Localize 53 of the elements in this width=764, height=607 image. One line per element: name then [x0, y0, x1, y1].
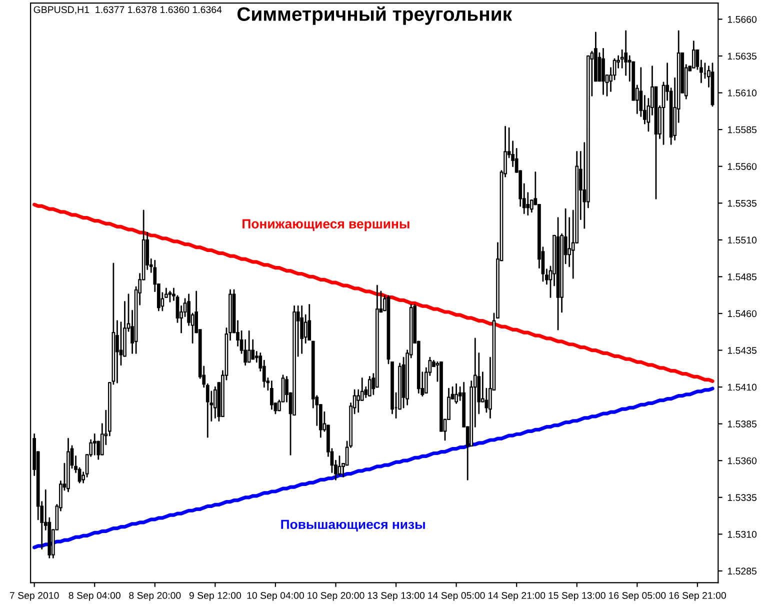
candlestick	[602, 48, 605, 95]
candlestick	[304, 314, 308, 344]
y-tick-label: 1.5385	[728, 420, 757, 428]
candlestick	[484, 388, 488, 413]
y-tick-label: 1.5335	[728, 494, 757, 502]
candlestick	[168, 290, 172, 302]
x-tick-label: 14 Sep 21:00	[488, 592, 546, 601]
x-tick-label: 10 Sep 20:00	[308, 592, 364, 601]
y-tick-label: 1.5310	[728, 530, 757, 538]
y-tick-label: 1.5410	[728, 384, 757, 391]
x-tick-label: 15 Sep 13:00	[548, 592, 606, 601]
x-tick-label: 16 Sep 21:00	[669, 592, 726, 601]
candlestick	[116, 320, 119, 384]
candlestick	[526, 192, 530, 216]
candlestick	[247, 330, 251, 363]
candlestick	[692, 40, 696, 68]
y-tick-label: 1.5635	[728, 52, 757, 60]
text: Повышающиеся низы	[281, 520, 425, 532]
x-tick-label: 16 Sep 05:00	[608, 592, 666, 601]
x-tick-label: 8 Sep 20:00	[129, 592, 181, 601]
y-tick-label: 1.5360	[728, 457, 757, 464]
candlestick	[92, 433, 96, 456]
candlestick	[454, 383, 458, 404]
y-tick-label: 1.5460	[728, 310, 757, 318]
x-tick-label: 9 Sep 12:00	[189, 592, 242, 601]
x-tick-label: 14 Sep 05:00	[428, 592, 485, 601]
y-tick-label: 1.5535	[728, 200, 757, 207]
candlestick	[356, 389, 360, 413]
chart-title: Симметричный треугольник	[237, 6, 512, 25]
candlestick	[338, 455, 342, 476]
x-tick-label: 7 Sep 2010	[10, 592, 59, 601]
candlestick	[213, 386, 217, 419]
text: Понижающиеся вершины	[242, 219, 410, 232]
candlestick	[300, 305, 304, 354]
x-tick-label: 10 Sep 04:00	[247, 592, 304, 601]
candlestick	[270, 380, 274, 410]
candlestick	[620, 49, 624, 68]
line-series	[32, 202, 714, 383]
y-tick-label: 1.5560	[728, 163, 757, 170]
x-tick-label: 8 Sep 04:00	[68, 592, 120, 601]
y-tick-label: 1.5435	[728, 346, 757, 354]
y-tick-label: 1.5285	[728, 568, 757, 575]
y-tick-label: 1.5610	[728, 90, 757, 96]
candlestick	[368, 376, 372, 397]
y-tick-label: 1.5585	[728, 126, 757, 134]
y-tick-label: 1.5660	[728, 16, 757, 23]
y-tick-label: 1.5510	[728, 236, 757, 244]
y-tick-label: 1.5485	[728, 273, 757, 280]
x-tick-label: 13 Sep 13:00	[368, 592, 425, 601]
line-series	[32, 386, 714, 550]
candlestick	[308, 304, 312, 341]
annotation: GBPUSD,H1 1.6377 1.6378 1.6360 1.6364	[34, 6, 222, 14]
candlestick	[251, 339, 255, 360]
